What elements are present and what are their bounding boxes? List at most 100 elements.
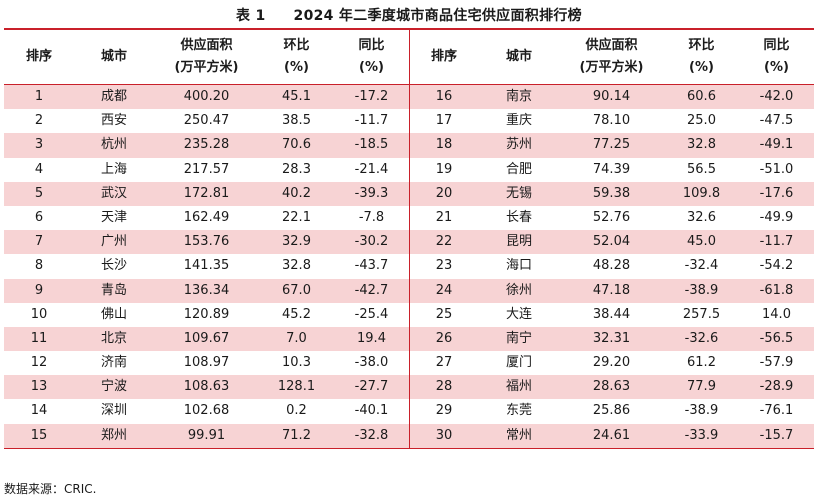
cell-rank: 23 bbox=[435, 258, 453, 274]
cell-mom-change: 45.2 bbox=[282, 306, 311, 322]
cell-mom-change: 25.0 bbox=[687, 113, 716, 129]
cell-supply-area: 59.38 bbox=[592, 185, 631, 201]
cell-city: 大连 bbox=[505, 306, 532, 322]
cell-supply-area: 24.61 bbox=[592, 427, 631, 443]
cell-mom-change: 32.8 bbox=[687, 137, 716, 153]
cell-city: 成都 bbox=[100, 89, 127, 104]
cell-yoy-change: -30.2 bbox=[354, 234, 389, 250]
cell-rank: 4 bbox=[34, 161, 44, 177]
cell-city: 佛山 bbox=[100, 306, 127, 322]
cell-yoy-change: -38.0 bbox=[354, 355, 389, 371]
cell-rank: 16 bbox=[435, 89, 453, 104]
header-city-left: 城市 bbox=[74, 30, 154, 84]
cell-supply-area: 162.49 bbox=[183, 209, 230, 225]
cell-supply-area: 48.28 bbox=[592, 258, 631, 274]
header-label: 供应面积 bbox=[585, 38, 638, 53]
cell-mom-change: 128.1 bbox=[277, 379, 316, 395]
cell-rank: 10 bbox=[30, 306, 48, 322]
table-row: 6 天津 162.49 22.1 -7.8 21 长春 52.76 32.6 -49.9 bbox=[4, 206, 814, 230]
cell-yoy-change: -17.6 bbox=[759, 185, 794, 201]
header-label: 环比 bbox=[688, 38, 715, 53]
cell-supply-area: 28.63 bbox=[592, 379, 631, 395]
cell-supply-area: 32.31 bbox=[592, 330, 631, 346]
cell-supply-area: 109.67 bbox=[183, 330, 230, 346]
column-group-divider bbox=[409, 28, 410, 449]
cell-rank: 5 bbox=[34, 185, 44, 201]
table-header: 排序 城市 供应面积 (万平方米) 环比 (%) 同比 (%) 排序 城市 供应面积 (万平方米) 环比… bbox=[4, 28, 814, 85]
cell-rank: 25 bbox=[435, 306, 453, 322]
cell-mom-change: -32.4 bbox=[684, 258, 719, 274]
cell-supply-area: 400.20 bbox=[183, 89, 230, 104]
table-row: 8 长沙 141.35 32.8 -43.7 23 海口 48.28 -32.4 -54.2 bbox=[4, 254, 814, 278]
cell-supply-area: 235.28 bbox=[183, 137, 230, 153]
table-row: 14 深圳 102.68 0.2 -40.1 29 东莞 25.86 -38.9 -76.1 bbox=[4, 399, 814, 423]
cell-rank: 28 bbox=[435, 379, 453, 395]
cell-mom-change: 67.0 bbox=[282, 282, 311, 298]
header-label: 排序 bbox=[25, 49, 52, 64]
header-supply-area-left: 供应面积 (万平方米) bbox=[154, 30, 259, 84]
cell-yoy-change: 19.4 bbox=[357, 330, 386, 346]
cell-mom-change: 60.6 bbox=[687, 89, 716, 104]
cell-rank: 6 bbox=[34, 209, 44, 225]
cell-mom-change: 10.3 bbox=[282, 355, 311, 371]
cell-mom-change: -38.9 bbox=[684, 403, 719, 419]
header-label: 同比 bbox=[358, 38, 385, 53]
cell-mom-change: 32.6 bbox=[687, 209, 716, 225]
cell-supply-area: 77.25 bbox=[592, 137, 631, 153]
cell-mom-change: 257.5 bbox=[682, 306, 721, 322]
cell-mom-change: 70.6 bbox=[282, 137, 311, 153]
header-supply-area-right: 供应面积 (万平方米) bbox=[559, 30, 664, 84]
cell-yoy-change: -42.7 bbox=[354, 282, 389, 298]
cell-yoy-change: -56.5 bbox=[759, 330, 794, 346]
cell-supply-area: 47.18 bbox=[592, 282, 631, 298]
ranking-table: 排序 城市 供应面积 (万平方米) 环比 (%) 同比 (%) 排序 城市 供应面积 (万平方米) 环比… bbox=[4, 28, 814, 449]
cell-city: 北京 bbox=[100, 330, 127, 346]
cell-city: 徐州 bbox=[505, 282, 532, 298]
cell-city: 广州 bbox=[100, 234, 127, 250]
header-yoy-change-right: 同比 (%) bbox=[739, 30, 814, 84]
cell-city: 无锡 bbox=[505, 185, 532, 201]
table-row: 2 西安 250.47 38.5 -11.7 17 重庆 78.10 25.0 -47.5 bbox=[4, 109, 814, 133]
cell-yoy-change: -27.7 bbox=[354, 379, 389, 395]
cell-yoy-change: -7.8 bbox=[358, 209, 385, 225]
cell-yoy-change: 14.0 bbox=[762, 306, 791, 322]
cell-city: 郑州 bbox=[100, 427, 127, 443]
cell-yoy-change: -49.9 bbox=[759, 209, 794, 225]
cell-supply-area: 52.04 bbox=[592, 234, 631, 250]
cell-mom-change: 7.0 bbox=[286, 330, 307, 346]
cell-city: 济南 bbox=[100, 355, 127, 371]
cell-rank: 30 bbox=[435, 427, 453, 443]
header-label: 同比 bbox=[763, 38, 790, 53]
cell-city: 青岛 bbox=[100, 282, 127, 298]
cell-city: 长沙 bbox=[100, 258, 127, 274]
cell-city: 厦门 bbox=[505, 355, 532, 371]
cell-rank: 18 bbox=[435, 137, 453, 153]
header-city-right: 城市 bbox=[479, 30, 559, 84]
header-label: 供应面积 bbox=[180, 38, 233, 53]
cell-yoy-change: -76.1 bbox=[759, 403, 794, 419]
cell-city: 深圳 bbox=[100, 403, 127, 419]
cell-city: 宁波 bbox=[100, 379, 127, 395]
cell-yoy-change: -25.4 bbox=[354, 306, 389, 322]
cell-supply-area: 141.35 bbox=[183, 258, 230, 274]
cell-mom-change: 61.2 bbox=[687, 355, 716, 371]
cell-supply-area: 99.91 bbox=[187, 427, 226, 443]
header-label: 城市 bbox=[100, 49, 127, 64]
header-label: 环比 bbox=[283, 38, 310, 53]
cell-supply-area: 120.89 bbox=[183, 306, 230, 322]
cell-supply-area: 136.34 bbox=[183, 282, 230, 298]
header-rank-left: 排序 bbox=[4, 30, 74, 84]
cell-mom-change: 22.1 bbox=[282, 209, 311, 225]
cell-mom-change: 40.2 bbox=[282, 185, 311, 201]
cell-city: 重庆 bbox=[505, 113, 532, 129]
cell-rank: 20 bbox=[435, 185, 453, 201]
cell-supply-area: 172.81 bbox=[183, 185, 230, 201]
cell-mom-change: 0.2 bbox=[286, 403, 307, 419]
cell-supply-area: 38.44 bbox=[592, 306, 631, 322]
cell-rank: 8 bbox=[34, 258, 44, 274]
cell-yoy-change: -18.5 bbox=[354, 137, 389, 153]
cell-supply-area: 108.63 bbox=[183, 379, 230, 395]
cell-city: 东莞 bbox=[505, 403, 532, 419]
cell-city: 天津 bbox=[100, 209, 127, 225]
cell-city: 上海 bbox=[100, 161, 127, 177]
